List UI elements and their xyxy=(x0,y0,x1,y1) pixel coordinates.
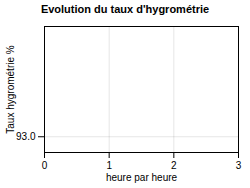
svg-text:Taux hygrométrie %: Taux hygrométrie % xyxy=(5,45,16,133)
svg-text:3: 3 xyxy=(236,160,242,171)
html-text:Evolution du taux d'hygrométri: Evolution du taux d'hygrométrie xyxy=(40,3,210,15)
svg-text:0: 0 xyxy=(42,160,48,171)
svg-text:2: 2 xyxy=(171,160,177,171)
svg-text:93.0: 93.0 xyxy=(16,131,36,142)
svg-text:heure par heure: heure par heure xyxy=(106,172,178,183)
svg-text:1: 1 xyxy=(106,160,112,171)
